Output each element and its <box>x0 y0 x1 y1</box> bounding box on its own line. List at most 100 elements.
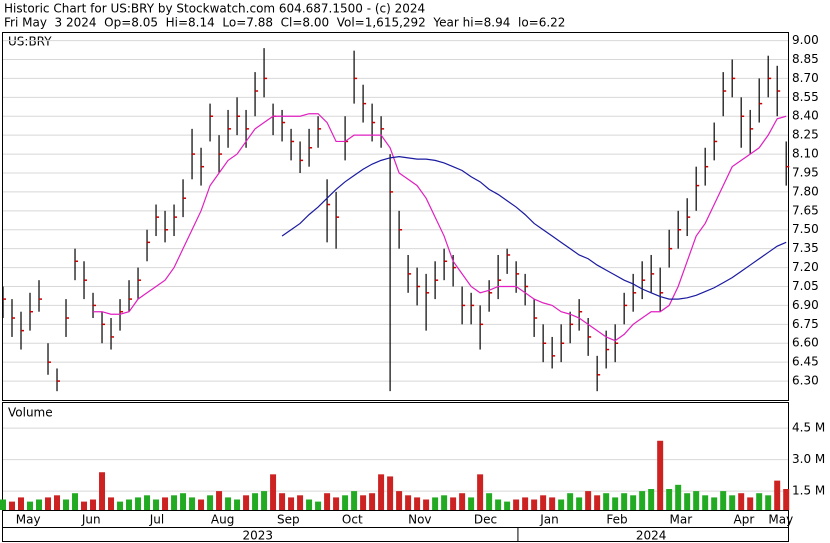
volume-bar <box>486 493 493 510</box>
volume-bar <box>630 495 637 510</box>
date-axis <box>2 510 789 542</box>
volume-bar <box>576 497 583 510</box>
volume-bar <box>153 499 160 510</box>
volume-bar <box>468 497 475 510</box>
volume-bar <box>144 495 151 510</box>
volume-bar <box>747 497 754 510</box>
volume-bar <box>351 491 358 510</box>
volume-label: Volume <box>8 406 53 420</box>
volume-bar <box>189 497 196 510</box>
volume-bar <box>459 493 466 510</box>
volume-bar <box>252 493 259 510</box>
y-tick-label: 7.80 <box>792 184 819 198</box>
y-tick-label: 8.55 <box>792 90 819 104</box>
volume-bar <box>639 491 646 510</box>
volume-bar <box>450 497 457 510</box>
moving-average <box>281 155 787 300</box>
volume-bar <box>162 497 169 510</box>
volume-bar <box>306 499 313 510</box>
x-tick-label: Dec <box>474 513 497 527</box>
volume-bar <box>126 499 133 510</box>
x-tick-label: Aug <box>211 513 234 527</box>
x-tick-label: May <box>768 513 793 527</box>
volume-bar <box>729 495 736 510</box>
volume-bar <box>198 499 205 510</box>
chart-title: Historic Chart for US:BRY by Stockwatch.… <box>4 2 425 16</box>
symbol-label: US:BRY <box>8 35 52 49</box>
y-tick-label: 7.20 <box>792 260 819 274</box>
y-tick-label: 8.40 <box>792 109 819 123</box>
x-tick-label: Apr <box>734 513 755 527</box>
volume-bar <box>315 501 322 510</box>
volume-bar <box>405 495 412 510</box>
volume-bar <box>603 493 610 510</box>
volume-bar <box>414 497 421 510</box>
volume-bar <box>513 499 520 510</box>
y-tick-label: 6.45 <box>792 355 819 369</box>
x-tick-label: Sep <box>277 513 300 527</box>
volume-bar <box>783 489 790 510</box>
volume-bar <box>504 501 511 510</box>
volume-bar <box>36 499 43 510</box>
x-tick-label: Nov <box>408 513 431 527</box>
volume-bar <box>423 499 430 510</box>
volume-bar <box>63 499 70 510</box>
volume-bar <box>279 493 286 510</box>
volume-bar <box>378 474 385 510</box>
volume-bar <box>738 493 745 510</box>
volume-bar <box>666 489 673 510</box>
x-tick-label: Jun <box>81 513 101 527</box>
y-tick-label: 9.00 <box>792 33 819 47</box>
moving-average <box>93 113 787 342</box>
x-tick-label: Jul <box>149 513 164 527</box>
x-tick-label: May <box>16 513 41 527</box>
volume-bar <box>72 493 79 510</box>
volume-bar <box>270 474 277 510</box>
volume-bar <box>693 491 700 510</box>
volume-bar <box>585 491 592 510</box>
volume-bar <box>90 499 97 510</box>
volume-bar <box>54 495 61 510</box>
year-label: 2024 <box>636 529 667 543</box>
quote-line: Fri May 3 2024 Op=8.05 Hi=8.14 Lo=7.88 C… <box>4 16 565 30</box>
volume-bar <box>243 495 250 510</box>
volume-bar <box>180 493 187 510</box>
volume-bar <box>234 499 241 510</box>
volume-bar <box>369 493 376 510</box>
volume-bar <box>549 497 556 510</box>
volume-bar <box>477 474 484 510</box>
volume-bar <box>0 499 6 510</box>
y-tick-label: 6.30 <box>792 374 819 388</box>
volume-bar <box>495 499 502 510</box>
volume-bar <box>324 493 331 510</box>
y-tick-label: 8.70 <box>792 71 819 85</box>
volume-bar <box>441 495 448 510</box>
y-tick-label: 7.95 <box>792 165 819 179</box>
y-tick-label: 4.5 M <box>792 421 825 435</box>
volume-bar <box>360 495 367 510</box>
year-label: 2023 <box>242 529 273 543</box>
y-tick-label: 8.10 <box>792 147 819 161</box>
volume-bar <box>540 495 547 510</box>
volume-bar <box>531 499 538 510</box>
volume-bar <box>45 497 52 510</box>
volume-bar <box>567 493 574 510</box>
y-tick-label: 6.75 <box>792 317 819 331</box>
volume-bar <box>756 493 763 510</box>
volume-bar <box>522 497 529 510</box>
volume-bar <box>81 501 88 510</box>
volume-bar <box>225 497 232 510</box>
y-tick-label: 6.60 <box>792 336 819 350</box>
y-tick-label: 8.85 <box>792 52 819 66</box>
volume-bar <box>108 497 115 510</box>
volume-bar <box>594 495 601 510</box>
volume-bar <box>657 440 664 510</box>
price-panel <box>2 32 789 401</box>
volume-bar <box>261 491 268 510</box>
y-tick-label: 6.90 <box>792 298 819 312</box>
volume-bar <box>684 493 691 510</box>
volume-bar <box>99 472 106 510</box>
volume-bar <box>702 495 709 510</box>
x-tick-label: Mar <box>670 513 693 527</box>
